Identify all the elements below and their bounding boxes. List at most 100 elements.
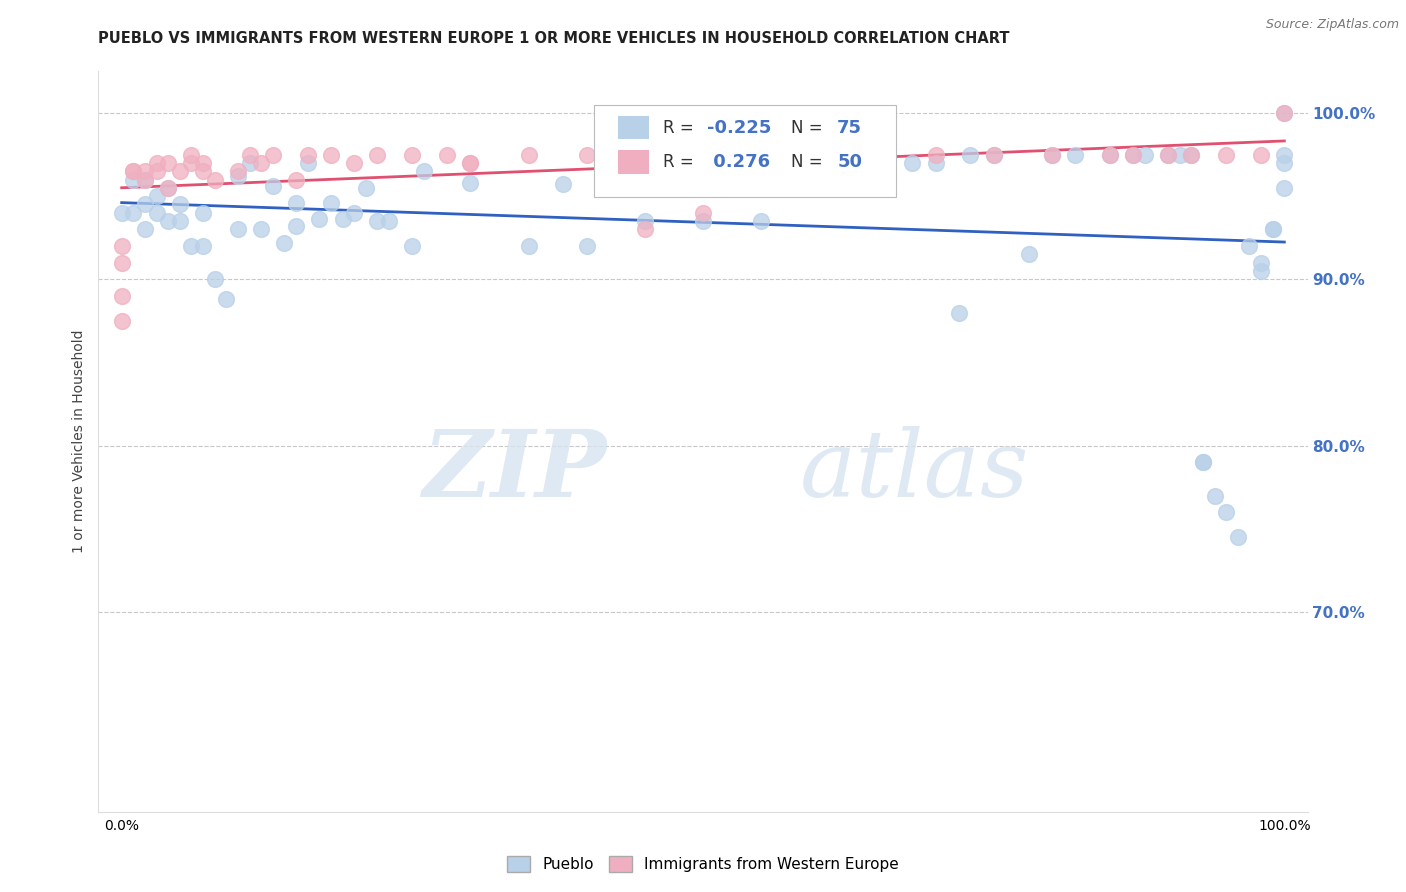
Text: Source: ZipAtlas.com: Source: ZipAtlas.com — [1265, 18, 1399, 31]
Point — [749, 214, 772, 228]
Point — [924, 156, 946, 170]
Point — [273, 235, 295, 250]
Text: N =: N = — [792, 119, 828, 136]
Point — [1261, 222, 1284, 236]
Point — [866, 156, 889, 170]
Point — [401, 147, 423, 161]
Point — [285, 219, 308, 233]
Point — [692, 214, 714, 228]
Point — [401, 239, 423, 253]
Point — [831, 164, 853, 178]
Point — [215, 293, 238, 307]
Point — [145, 206, 167, 220]
Point — [575, 239, 598, 253]
Point — [1272, 181, 1295, 195]
Point — [134, 222, 156, 236]
Point — [1040, 147, 1063, 161]
Point — [180, 156, 202, 170]
Point — [180, 239, 202, 253]
Point — [366, 214, 388, 228]
Point — [122, 164, 145, 178]
Point — [866, 147, 889, 161]
Point — [948, 305, 970, 319]
Point — [343, 206, 366, 220]
Point — [634, 214, 657, 228]
Point — [1018, 247, 1040, 261]
Point — [134, 164, 156, 178]
Point — [1098, 147, 1121, 161]
Point — [436, 147, 458, 161]
Point — [1133, 147, 1156, 161]
Point — [1215, 505, 1237, 519]
Point — [297, 156, 319, 170]
Point — [111, 255, 134, 269]
Text: 50: 50 — [837, 153, 862, 170]
Point — [204, 272, 226, 286]
FancyBboxPatch shape — [619, 150, 648, 174]
Point — [262, 179, 284, 194]
Point — [191, 206, 214, 220]
Point — [749, 147, 772, 161]
Point — [692, 206, 714, 220]
Point — [239, 147, 262, 161]
Point — [111, 239, 134, 253]
Point — [1272, 106, 1295, 120]
Point — [297, 147, 319, 161]
Point — [1215, 147, 1237, 161]
Point — [517, 239, 540, 253]
Point — [901, 156, 924, 170]
Point — [285, 195, 308, 210]
Point — [1180, 147, 1202, 161]
Legend: Pueblo, Immigrants from Western Europe: Pueblo, Immigrants from Western Europe — [501, 850, 905, 878]
Point — [1122, 147, 1144, 161]
Point — [844, 147, 866, 161]
Point — [1040, 147, 1063, 161]
Point — [134, 197, 156, 211]
Point — [1098, 147, 1121, 161]
FancyBboxPatch shape — [595, 104, 897, 197]
Point — [308, 212, 330, 227]
Text: -0.225: -0.225 — [707, 119, 770, 136]
Point — [111, 206, 134, 220]
Point — [145, 189, 167, 203]
Point — [332, 212, 354, 227]
Point — [239, 156, 262, 170]
Point — [460, 156, 482, 170]
Point — [191, 164, 214, 178]
Point — [1064, 147, 1087, 161]
Text: 0.276: 0.276 — [707, 153, 769, 170]
Text: 75: 75 — [837, 119, 862, 136]
Point — [1250, 255, 1272, 269]
Text: ZIP: ZIP — [422, 426, 606, 516]
Point — [959, 147, 981, 161]
Point — [924, 147, 946, 161]
Point — [1261, 222, 1284, 236]
Text: PUEBLO VS IMMIGRANTS FROM WESTERN EUROPE 1 OR MORE VEHICLES IN HOUSEHOLD CORRELA: PUEBLO VS IMMIGRANTS FROM WESTERN EUROPE… — [98, 31, 1010, 46]
Point — [250, 222, 273, 236]
Point — [191, 156, 214, 170]
Point — [1204, 489, 1226, 503]
Point — [1250, 147, 1272, 161]
Text: N =: N = — [792, 153, 828, 170]
Point — [226, 164, 249, 178]
Point — [343, 156, 366, 170]
Point — [1168, 147, 1191, 161]
Point — [413, 164, 436, 178]
Point — [262, 147, 284, 161]
Point — [157, 156, 180, 170]
Point — [319, 195, 342, 210]
Point — [226, 169, 249, 184]
Point — [157, 181, 180, 195]
Point — [1272, 156, 1295, 170]
Point — [180, 147, 202, 161]
Point — [1192, 455, 1215, 469]
Point — [1157, 147, 1180, 161]
Point — [157, 181, 180, 195]
Text: R =: R = — [664, 153, 699, 170]
Point — [319, 147, 342, 161]
Text: atlas: atlas — [800, 426, 1029, 516]
Point — [157, 214, 180, 228]
Point — [1180, 147, 1202, 161]
Point — [134, 172, 156, 186]
Point — [122, 206, 145, 220]
